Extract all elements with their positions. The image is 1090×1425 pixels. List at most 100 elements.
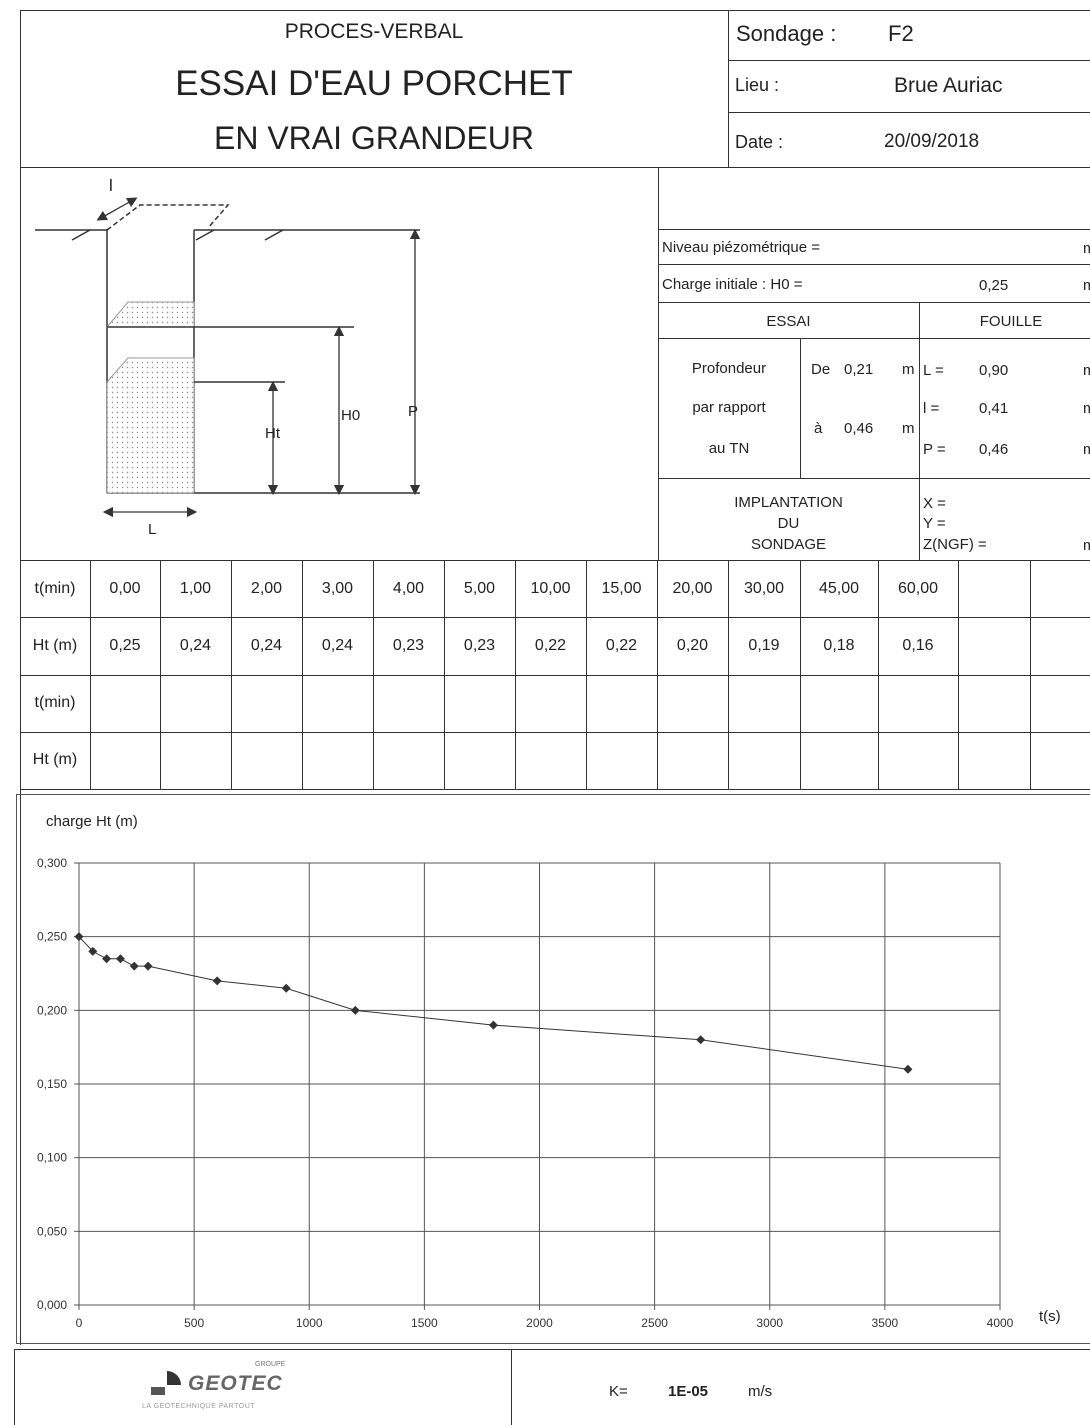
geotec-logo-mark: [151, 1371, 181, 1395]
chart-xlabel: t(s): [1039, 1308, 1061, 1325]
y-tick-label: 0,050: [37, 1224, 67, 1238]
ht-cell: 0,18: [823, 637, 855, 654]
data-point: [74, 932, 84, 942]
t-cell: 5,00: [463, 580, 496, 597]
t-cell: 15,00: [601, 580, 642, 597]
t-cell: 3,00: [321, 580, 354, 597]
x-tick-label: 500: [184, 1316, 204, 1330]
ht-cell: 0,24: [179, 637, 212, 654]
fouille-L-label: L =: [923, 362, 944, 379]
prof-line3: au TN: [708, 440, 750, 457]
row-label-t2: t(min): [34, 694, 76, 711]
impl-line1: IMPLANTATION: [734, 494, 843, 511]
x-tick-label: 3000: [756, 1316, 783, 1330]
k-unit: m/s: [748, 1383, 773, 1400]
a-value: 0,46: [844, 420, 874, 437]
t-cell: 1,00: [179, 580, 212, 597]
de-label: De: [811, 361, 831, 378]
y-tick-label: 0,000: [37, 1298, 67, 1312]
ht-cell: 0,22: [605, 637, 638, 654]
fouille-label: FOUILLE: [979, 313, 1043, 330]
fouille-P-label: P =: [923, 441, 946, 458]
data-point: [488, 1020, 498, 1030]
impl-line2: DU: [777, 515, 800, 532]
ht-cell: 0,23: [463, 637, 496, 654]
sondage-label: Sondage :: [736, 21, 837, 46]
de-unit: m: [902, 361, 915, 378]
diagram-l-label: l: [109, 176, 113, 195]
z-unit: m: [1083, 537, 1090, 554]
row-label-t1: t(min): [34, 580, 76, 597]
ht-cell: 0,19: [748, 637, 780, 654]
prof-line2: par rapport: [692, 399, 766, 416]
date-value: 20/09/2018: [884, 131, 980, 152]
charge-label: Charge initiale : H0 =: [662, 276, 803, 293]
charge-unit: m: [1083, 277, 1090, 294]
ht-cell: 0,24: [321, 637, 354, 654]
k-value: 1E-05: [668, 1383, 709, 1400]
essai-label: ESSAI: [766, 313, 811, 330]
data-point: [88, 946, 98, 956]
x-tick-label: 1500: [411, 1316, 438, 1330]
ht-cell: 0,24: [250, 637, 283, 654]
t-cell: 0,00: [109, 580, 141, 597]
x-tick-label: 2000: [526, 1316, 553, 1330]
data-point: [129, 961, 139, 971]
x-tick-label: 0: [76, 1316, 83, 1330]
t-cell: 30,00: [743, 580, 785, 597]
niveau-label: Niveau piézométrique =: [662, 239, 821, 256]
ht-cell: 0,23: [392, 637, 425, 654]
fouille-l-label: l =: [923, 400, 940, 417]
k-label: K=: [609, 1383, 628, 1400]
date-label: Date :: [735, 132, 784, 152]
x-tick-label: 1000: [296, 1316, 323, 1330]
y-label: Y =: [923, 515, 946, 532]
y-tick-label: 0,150: [37, 1077, 67, 1091]
x-label: X =: [923, 495, 946, 512]
data-point: [102, 954, 112, 964]
fouille-L-value: 0,90: [979, 362, 1009, 379]
niveau-unit: m: [1083, 240, 1090, 257]
z-label: Z(NGF) =: [923, 536, 987, 553]
x-tick-label: 3500: [872, 1316, 899, 1330]
a-label: à: [814, 420, 823, 437]
ht-cell: 0,22: [534, 637, 567, 654]
title-small: PROCES-VERBAL: [284, 20, 464, 43]
ht-cell: 0,25: [109, 637, 141, 654]
y-tick-label: 0,200: [37, 1003, 67, 1017]
t-cell: 60,00: [897, 580, 939, 597]
pit-drawing: [35, 197, 421, 518]
data-point: [281, 983, 291, 993]
de-value: 0,21: [844, 361, 874, 378]
t-cell: 2,00: [250, 580, 283, 597]
impl-line3: SONDAGE: [750, 536, 826, 553]
data-point: [115, 954, 125, 964]
lieu-label: Lieu :: [735, 75, 780, 95]
title-line1: ESSAI D'EAU PORCHET: [175, 64, 573, 103]
diagram-L-label: L: [148, 521, 157, 538]
diagram-P-label: P: [408, 403, 419, 420]
x-tick-label: 2500: [641, 1316, 668, 1330]
y-tick-label: 0,250: [37, 930, 67, 944]
logo-text: GEOTEC: [188, 1372, 283, 1395]
row-label-ht2: Ht (m): [32, 751, 78, 768]
diagram-Ht-label: Ht: [265, 425, 280, 442]
fouille-P-unit: m: [1083, 441, 1090, 458]
data-point: [212, 976, 222, 986]
y-tick-label: 0,100: [37, 1151, 67, 1165]
t-cell: 45,00: [818, 580, 860, 597]
x-tick-label: 4000: [987, 1316, 1014, 1330]
logo-tagline: LA GEOTECHNIQUE PARTOUT: [142, 1403, 256, 1410]
fouille-l-value: 0,41: [979, 400, 1009, 417]
ht-cell: 0,16: [902, 637, 934, 654]
sondage-value: F2: [888, 21, 914, 46]
data-point: [350, 1005, 360, 1015]
ht-cell: 0,20: [676, 637, 709, 654]
diagram-H0-label: H0: [341, 407, 361, 424]
t-cell: 4,00: [392, 580, 425, 597]
chart-ylabel: charge Ht (m): [46, 813, 138, 830]
t-cell: 10,00: [530, 580, 571, 597]
prof-line1: Profondeur: [691, 360, 767, 377]
fouille-L-unit: m: [1083, 362, 1090, 379]
